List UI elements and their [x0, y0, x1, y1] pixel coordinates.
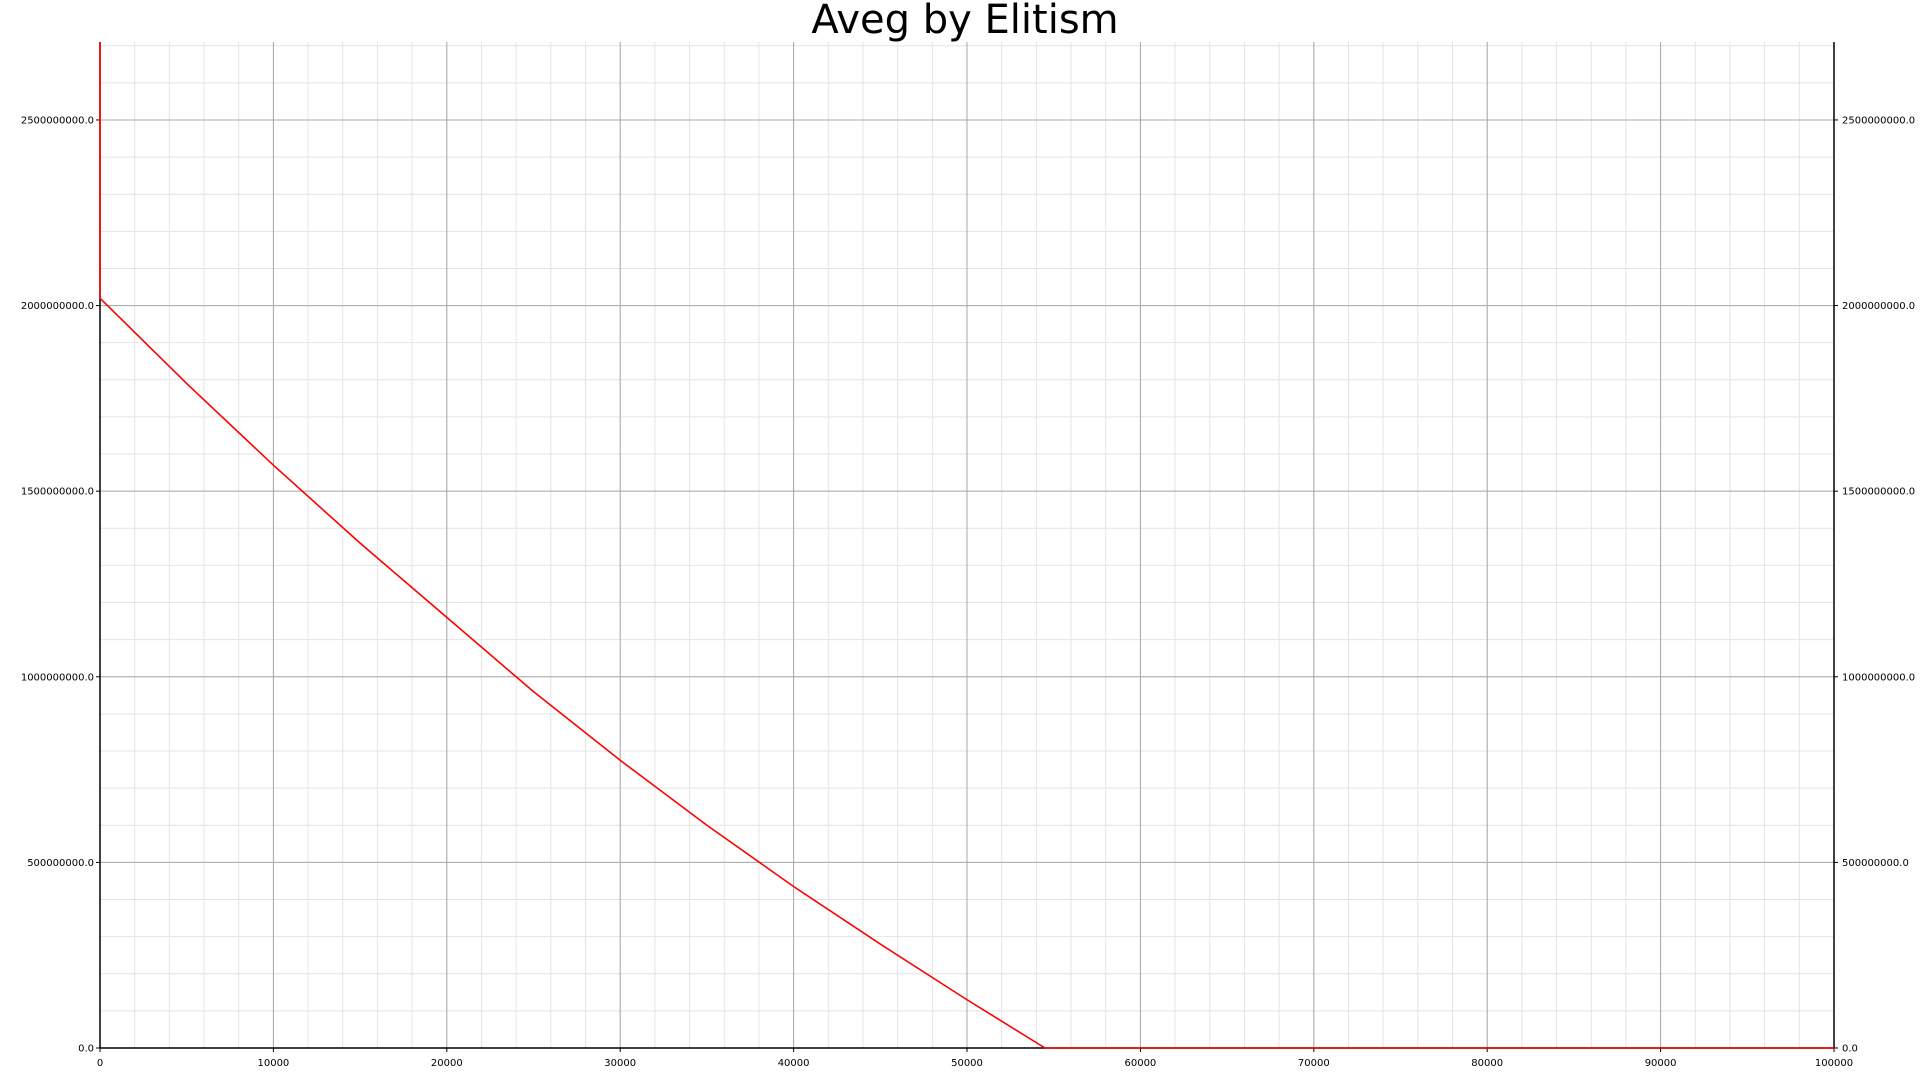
x-tick-label: 20000	[431, 1058, 463, 1069]
x-tick-label: 80000	[1471, 1058, 1503, 1069]
y-tick-label-right: 2500000000.0	[1842, 115, 1915, 126]
x-tick-label: 100000	[1815, 1058, 1853, 1069]
y-tick-label-left: 2000000000.0	[21, 301, 94, 312]
y-tick-label-left: 1500000000.0	[21, 487, 94, 498]
x-tick-label: 50000	[951, 1058, 983, 1069]
x-tick-label: 90000	[1645, 1058, 1677, 1069]
x-tick-label: 0	[97, 1058, 103, 1069]
y-tick-label-left: 2500000000.0	[21, 115, 94, 126]
y-tick-label-left: 500000000.0	[27, 858, 94, 869]
y-tick-label-right: 0.0	[1842, 1044, 1858, 1055]
y-tick-label-right: 500000000.0	[1842, 858, 1909, 869]
grid-group	[99, 42, 1835, 1049]
x-tick-label: 60000	[1124, 1058, 1156, 1069]
y-tick-label-left: 1000000000.0	[21, 672, 94, 683]
x-tick-label: 70000	[1298, 1058, 1330, 1069]
y-tick-label-right: 1500000000.0	[1842, 487, 1915, 498]
y-tick-label-left: 0.0	[78, 1044, 94, 1055]
x-tick-label: 40000	[778, 1058, 810, 1069]
y-tick-label-right: 1000000000.0	[1842, 672, 1915, 683]
chart-title: Aveg by Elitism	[811, 0, 1119, 43]
series-line	[99, 42, 1834, 1049]
x-tick-label: 30000	[604, 1058, 636, 1069]
y-tick-label-right: 2000000000.0	[1842, 301, 1915, 312]
x-tick-label: 10000	[257, 1058, 289, 1069]
